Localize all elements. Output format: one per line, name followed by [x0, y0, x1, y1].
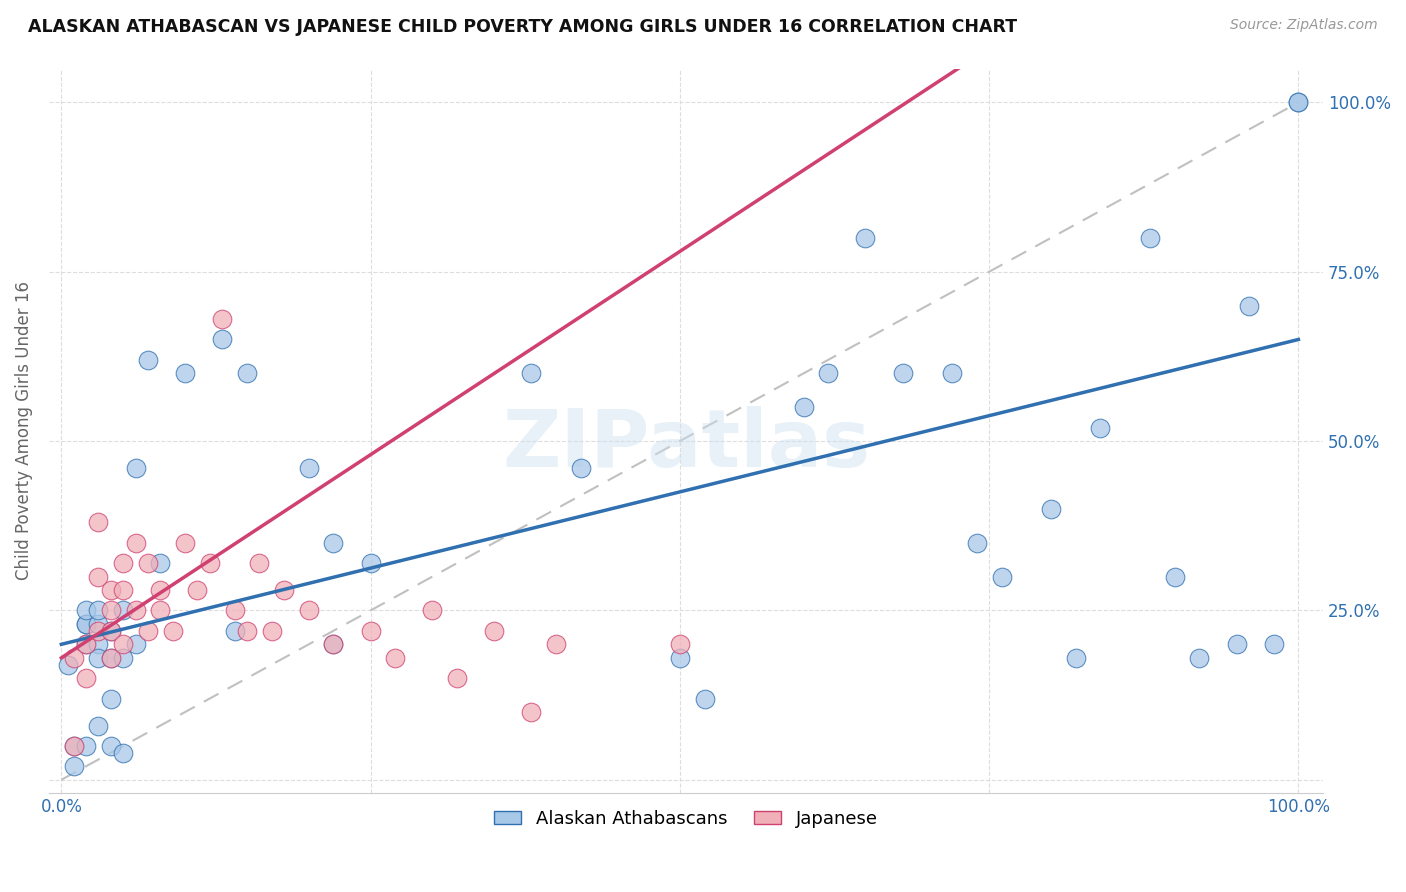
- Point: [966, 535, 988, 549]
- Point: [100, 651, 122, 665]
- Point: [1139, 231, 1161, 245]
- Point: [1286, 95, 1309, 110]
- Point: [112, 583, 135, 598]
- Point: [1163, 569, 1185, 583]
- Point: [569, 461, 592, 475]
- Point: [87, 569, 110, 583]
- Point: [87, 651, 110, 665]
- Point: [446, 671, 468, 685]
- Point: [87, 637, 110, 651]
- Point: [87, 624, 110, 638]
- Point: [162, 624, 184, 638]
- Point: [384, 651, 406, 665]
- Point: [112, 637, 135, 651]
- Point: [75, 637, 97, 651]
- Point: [149, 603, 172, 617]
- Point: [793, 401, 815, 415]
- Point: [1188, 651, 1211, 665]
- Text: ZIPatlas: ZIPatlas: [502, 407, 870, 484]
- Point: [75, 637, 97, 651]
- Point: [62, 651, 84, 665]
- Point: [100, 624, 122, 638]
- Point: [149, 556, 172, 570]
- Point: [100, 739, 122, 753]
- Point: [112, 556, 135, 570]
- Point: [1040, 501, 1063, 516]
- Point: [100, 691, 122, 706]
- Point: [260, 624, 283, 638]
- Point: [693, 691, 716, 706]
- Point: [273, 583, 295, 598]
- Point: [75, 617, 97, 632]
- Point: [198, 556, 221, 570]
- Point: [236, 367, 259, 381]
- Point: [1237, 299, 1260, 313]
- Point: [75, 603, 97, 617]
- Point: [62, 739, 84, 753]
- Legend: Alaskan Athabascans, Japanese: Alaskan Athabascans, Japanese: [486, 803, 886, 835]
- Point: [56, 657, 79, 672]
- Point: [186, 583, 208, 598]
- Point: [817, 367, 839, 381]
- Point: [546, 637, 568, 651]
- Point: [100, 603, 122, 617]
- Point: [520, 705, 543, 719]
- Point: [520, 367, 543, 381]
- Point: [87, 603, 110, 617]
- Point: [1090, 420, 1112, 434]
- Point: [236, 624, 259, 638]
- Point: [211, 312, 233, 326]
- Point: [322, 637, 344, 651]
- Point: [136, 556, 159, 570]
- Text: Source: ZipAtlas.com: Source: ZipAtlas.com: [1230, 18, 1378, 32]
- Point: [298, 461, 321, 475]
- Point: [1286, 95, 1309, 110]
- Point: [322, 637, 344, 651]
- Point: [100, 583, 122, 598]
- Point: [224, 603, 246, 617]
- Point: [360, 624, 382, 638]
- Point: [211, 333, 233, 347]
- Point: [990, 569, 1012, 583]
- Point: [124, 637, 146, 651]
- Point: [941, 367, 963, 381]
- Point: [1263, 637, 1285, 651]
- Point: [136, 624, 159, 638]
- Point: [87, 617, 110, 632]
- Point: [112, 651, 135, 665]
- Point: [669, 651, 692, 665]
- Point: [422, 603, 444, 617]
- Point: [62, 739, 84, 753]
- Point: [855, 231, 877, 245]
- Point: [124, 603, 146, 617]
- Text: ALASKAN ATHABASCAN VS JAPANESE CHILD POVERTY AMONG GIRLS UNDER 16 CORRELATION CH: ALASKAN ATHABASCAN VS JAPANESE CHILD POV…: [28, 18, 1018, 36]
- Y-axis label: Child Poverty Among Girls Under 16: Child Poverty Among Girls Under 16: [15, 282, 32, 581]
- Point: [100, 651, 122, 665]
- Point: [87, 516, 110, 530]
- Point: [298, 603, 321, 617]
- Point: [124, 461, 146, 475]
- Point: [75, 739, 97, 753]
- Point: [1064, 651, 1087, 665]
- Point: [174, 535, 197, 549]
- Point: [100, 624, 122, 638]
- Point: [75, 671, 97, 685]
- Point: [360, 556, 382, 570]
- Point: [136, 352, 159, 367]
- Point: [112, 746, 135, 760]
- Point: [484, 624, 506, 638]
- Point: [62, 759, 84, 773]
- Point: [669, 637, 692, 651]
- Point: [149, 583, 172, 598]
- Point: [112, 603, 135, 617]
- Point: [891, 367, 914, 381]
- Point: [224, 624, 246, 638]
- Point: [124, 535, 146, 549]
- Point: [75, 617, 97, 632]
- Point: [247, 556, 270, 570]
- Point: [1225, 637, 1247, 651]
- Point: [322, 535, 344, 549]
- Point: [87, 718, 110, 732]
- Point: [174, 367, 197, 381]
